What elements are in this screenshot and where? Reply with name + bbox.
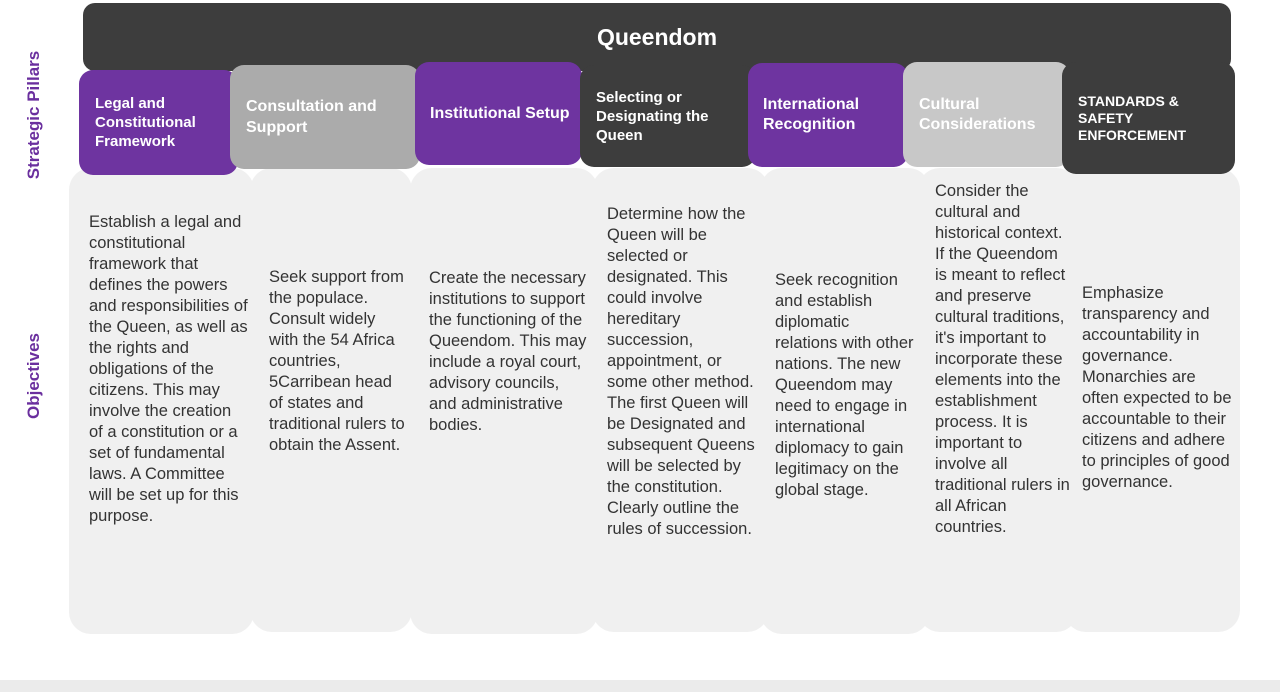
pillar-label: International Recognition [763, 96, 860, 133]
objective-text-institutional: Create the necessary institutions to sup… [429, 269, 587, 434]
pillar-international-recognition: International Recognition [748, 63, 908, 167]
objective-box-institutional [410, 168, 598, 634]
pillar-legal-constitutional: Legal and Constitutional Framework [79, 70, 238, 175]
objective-text-selecting: Determine how the Queen will be selected… [607, 205, 755, 538]
page-title: Queendom [83, 3, 1231, 71]
objective-text-legal: Establish a legal and constitutional fra… [89, 213, 248, 525]
pillar-label: Institutional Setup [430, 104, 570, 122]
objective-box-selecting [592, 168, 769, 632]
pillar-consultation-support: Consultation and Support [230, 65, 420, 169]
pillar-label: Selecting or Designating the Queen [596, 88, 709, 144]
pillar-standards-safety: STANDARDS & SAFETY ENFORCEMENT [1062, 62, 1235, 174]
pillar-label: STANDARDS & SAFETY ENFORCEMENT [1078, 92, 1187, 143]
objective-text-cultural: Consider the cultural and historical con… [935, 182, 1070, 536]
pillar-label: Cultural Considerations [919, 95, 1036, 133]
objective-text-consultation: Seek support from the populace. Consult … [269, 268, 405, 454]
pillar-institutional-setup: Institutional Setup [415, 62, 582, 165]
objectives-label: Objectives [24, 333, 43, 419]
pillar-label: Consultation and Support [246, 98, 377, 136]
strategic-pillars-label: Strategic Pillars [24, 50, 43, 180]
objective-text-standards: Emphasize transparency and accountabilit… [1082, 284, 1232, 491]
objective-box-consultation [250, 168, 412, 632]
objective-box-international [760, 168, 930, 634]
pillar-selecting-queen: Selecting or Designating the Queen [580, 65, 756, 167]
objective-box-standards [1064, 168, 1240, 632]
objective-box-legal [69, 168, 254, 634]
footer-bar [0, 680, 1280, 692]
objective-text-international: Seek recognition and establish diplomati… [775, 271, 914, 499]
pillar-cultural-considerations: Cultural Considerations [903, 62, 1070, 167]
pillar-label: Legal and Constitutional Framework [95, 95, 196, 150]
objective-box-cultural [918, 168, 1078, 632]
